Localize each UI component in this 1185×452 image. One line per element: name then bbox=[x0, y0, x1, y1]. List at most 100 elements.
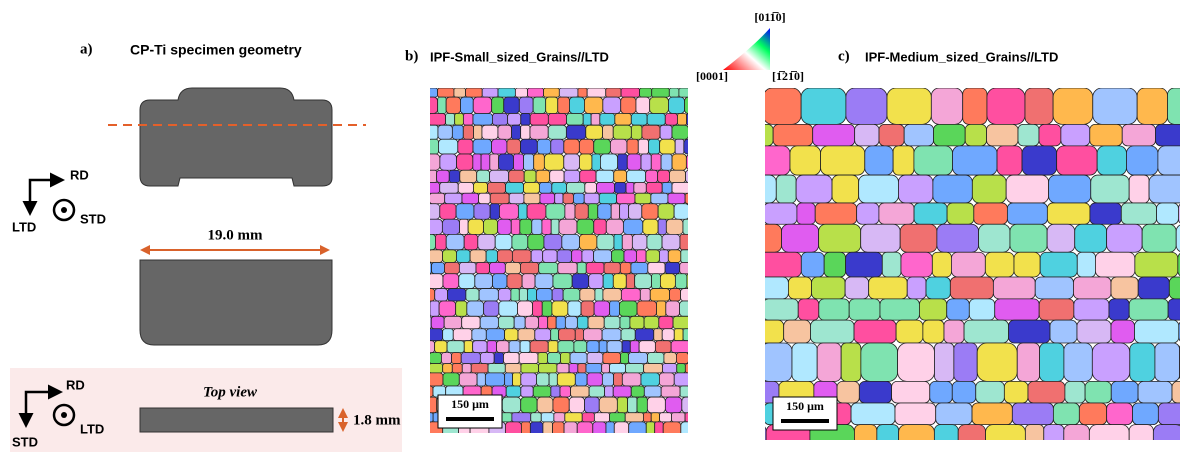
grain bbox=[613, 386, 631, 397]
grain bbox=[879, 124, 904, 146]
grain bbox=[995, 299, 1039, 320]
grain bbox=[681, 250, 690, 263]
grain bbox=[604, 262, 620, 273]
grain bbox=[518, 329, 535, 341]
grain bbox=[466, 88, 483, 97]
grain bbox=[936, 403, 972, 425]
grain bbox=[1157, 203, 1179, 224]
grain bbox=[651, 154, 661, 170]
grain bbox=[537, 289, 553, 301]
grain bbox=[605, 386, 614, 397]
grain bbox=[1017, 343, 1039, 381]
grain bbox=[428, 250, 442, 263]
ipf-label: [1̅21̅0] bbox=[772, 69, 804, 83]
grain bbox=[658, 204, 674, 220]
grain bbox=[507, 274, 522, 289]
grain bbox=[498, 88, 515, 97]
grain bbox=[742, 425, 766, 452]
grain bbox=[1135, 320, 1179, 343]
grain bbox=[490, 154, 499, 170]
grain bbox=[1007, 203, 1047, 224]
grain bbox=[643, 413, 651, 422]
grain bbox=[621, 97, 636, 113]
grain bbox=[490, 204, 499, 220]
grain bbox=[446, 234, 464, 249]
grain bbox=[662, 183, 672, 194]
grain bbox=[586, 262, 604, 273]
grain bbox=[1074, 299, 1109, 320]
grain bbox=[1111, 381, 1138, 403]
grain bbox=[505, 262, 520, 273]
grain bbox=[1057, 146, 1097, 175]
grain bbox=[498, 219, 512, 234]
grain bbox=[1049, 175, 1091, 203]
grain bbox=[646, 183, 662, 194]
grain bbox=[655, 341, 671, 353]
grain bbox=[428, 274, 443, 289]
grain bbox=[614, 170, 627, 182]
grain bbox=[819, 299, 849, 320]
grain bbox=[557, 373, 575, 386]
grain bbox=[520, 341, 530, 353]
grain bbox=[460, 219, 469, 234]
grain bbox=[530, 125, 548, 139]
grain bbox=[494, 353, 503, 364]
grain bbox=[552, 301, 568, 316]
grain bbox=[467, 301, 484, 316]
grain bbox=[658, 170, 670, 182]
grain bbox=[953, 146, 998, 175]
grain bbox=[680, 262, 691, 273]
grain bbox=[497, 341, 510, 353]
grain bbox=[1178, 203, 1185, 224]
grain bbox=[522, 274, 535, 289]
grain bbox=[587, 341, 599, 353]
grain bbox=[563, 193, 573, 203]
grain bbox=[796, 175, 832, 203]
panel-label: a) bbox=[80, 41, 93, 57]
grain bbox=[473, 114, 492, 126]
grain bbox=[801, 88, 846, 124]
grain bbox=[524, 183, 540, 194]
grain bbox=[521, 114, 530, 126]
grain bbox=[1111, 320, 1134, 343]
grain bbox=[598, 204, 611, 220]
grain bbox=[430, 193, 445, 203]
grain bbox=[594, 413, 609, 422]
grain bbox=[1009, 320, 1050, 343]
grain bbox=[533, 301, 543, 316]
grain bbox=[488, 183, 506, 194]
grain bbox=[797, 203, 815, 224]
grain bbox=[561, 353, 571, 364]
grain bbox=[457, 154, 473, 170]
grain bbox=[525, 316, 538, 328]
grain bbox=[1053, 88, 1093, 124]
grain bbox=[473, 154, 481, 170]
grain bbox=[587, 353, 603, 364]
grain bbox=[817, 343, 841, 381]
grain bbox=[979, 224, 1010, 252]
grain bbox=[1012, 403, 1053, 425]
axis-label: LTD bbox=[12, 219, 36, 234]
grain bbox=[788, 277, 811, 299]
grain bbox=[536, 373, 549, 386]
grain bbox=[595, 289, 603, 301]
grain bbox=[606, 219, 623, 234]
grain bbox=[665, 397, 681, 413]
ipf-label: [0001] bbox=[696, 69, 728, 83]
grain bbox=[521, 422, 530, 437]
grain bbox=[572, 250, 582, 263]
grain bbox=[456, 250, 470, 263]
grain bbox=[553, 422, 564, 437]
grain bbox=[901, 252, 932, 277]
grain bbox=[524, 154, 534, 170]
grain bbox=[422, 204, 440, 220]
grain bbox=[487, 341, 496, 353]
grain bbox=[621, 88, 639, 97]
grain bbox=[527, 204, 546, 220]
grain bbox=[610, 364, 626, 373]
grain bbox=[509, 170, 525, 182]
grain bbox=[746, 124, 774, 146]
grain bbox=[512, 234, 528, 249]
grain bbox=[813, 124, 855, 146]
grain bbox=[620, 204, 629, 220]
